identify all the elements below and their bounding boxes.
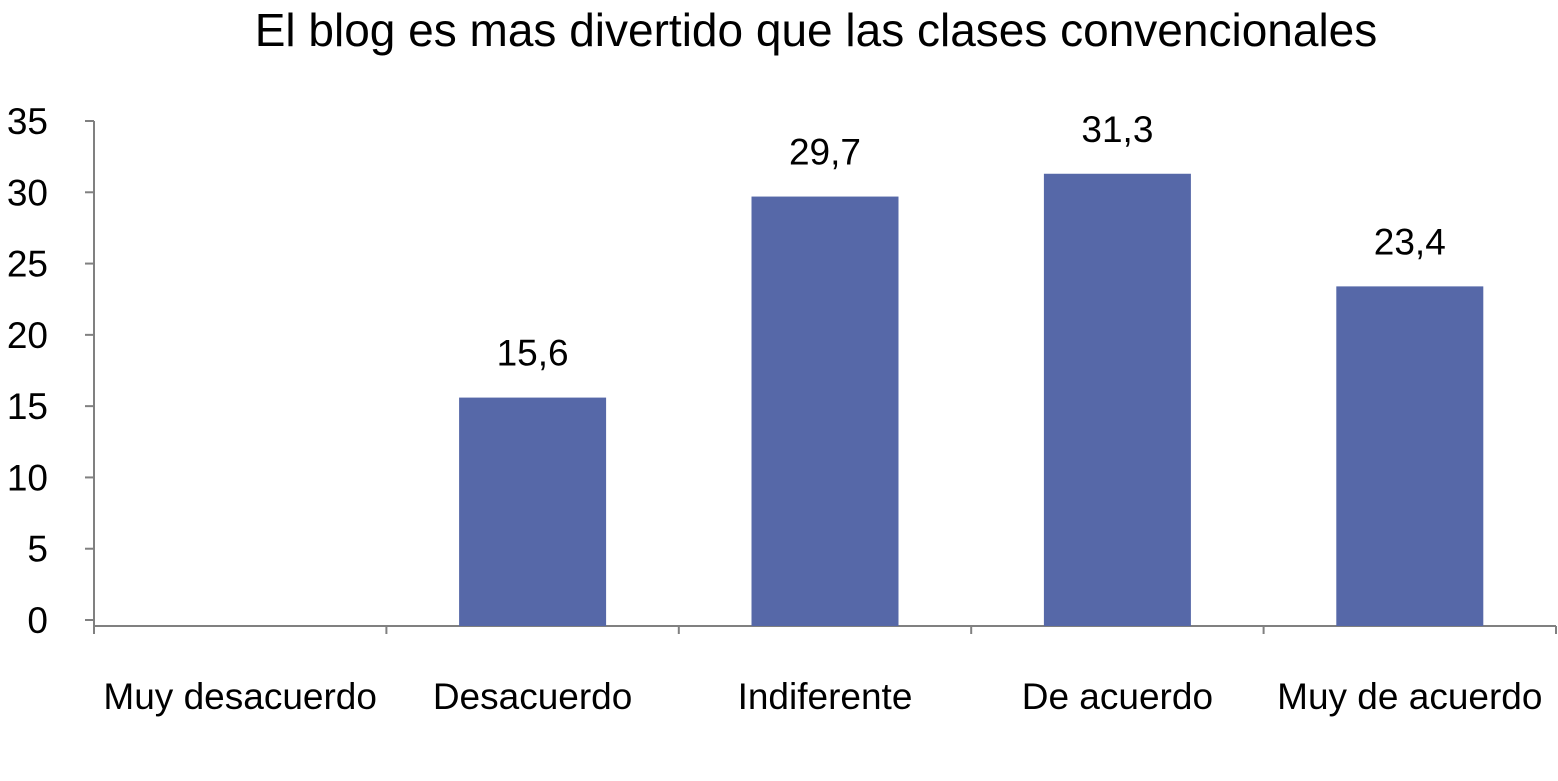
- y-tick-label: 30: [7, 172, 48, 213]
- bar: [459, 397, 607, 626]
- x-category-label: Indiferente: [737, 676, 913, 717]
- data-label: 29,7: [789, 132, 861, 173]
- y-tick-label: 15: [7, 386, 48, 427]
- x-category-label: Desacuerdo: [432, 676, 633, 717]
- y-tick-label: 20: [7, 315, 48, 356]
- y-tick-label: 35: [7, 101, 48, 142]
- x-category-label: Muy de acuerdo: [1277, 676, 1543, 717]
- bar: [1043, 173, 1191, 626]
- data-label: 15,6: [497, 333, 569, 374]
- chart-title: El blog es mas divertido que las clases …: [254, 4, 1378, 56]
- y-tick-label: 0: [27, 600, 48, 641]
- data-label: 31,3: [1081, 109, 1153, 150]
- x-category-label: De acuerdo: [1021, 676, 1214, 717]
- bar: [751, 196, 899, 626]
- y-tick-label: 10: [7, 457, 48, 498]
- bar: [1336, 286, 1484, 626]
- data-label: 23,4: [1374, 221, 1446, 262]
- y-tick-label: 25: [7, 244, 48, 285]
- x-category-label: Muy desacuerdo: [103, 676, 377, 717]
- y-tick-label: 5: [27, 529, 48, 570]
